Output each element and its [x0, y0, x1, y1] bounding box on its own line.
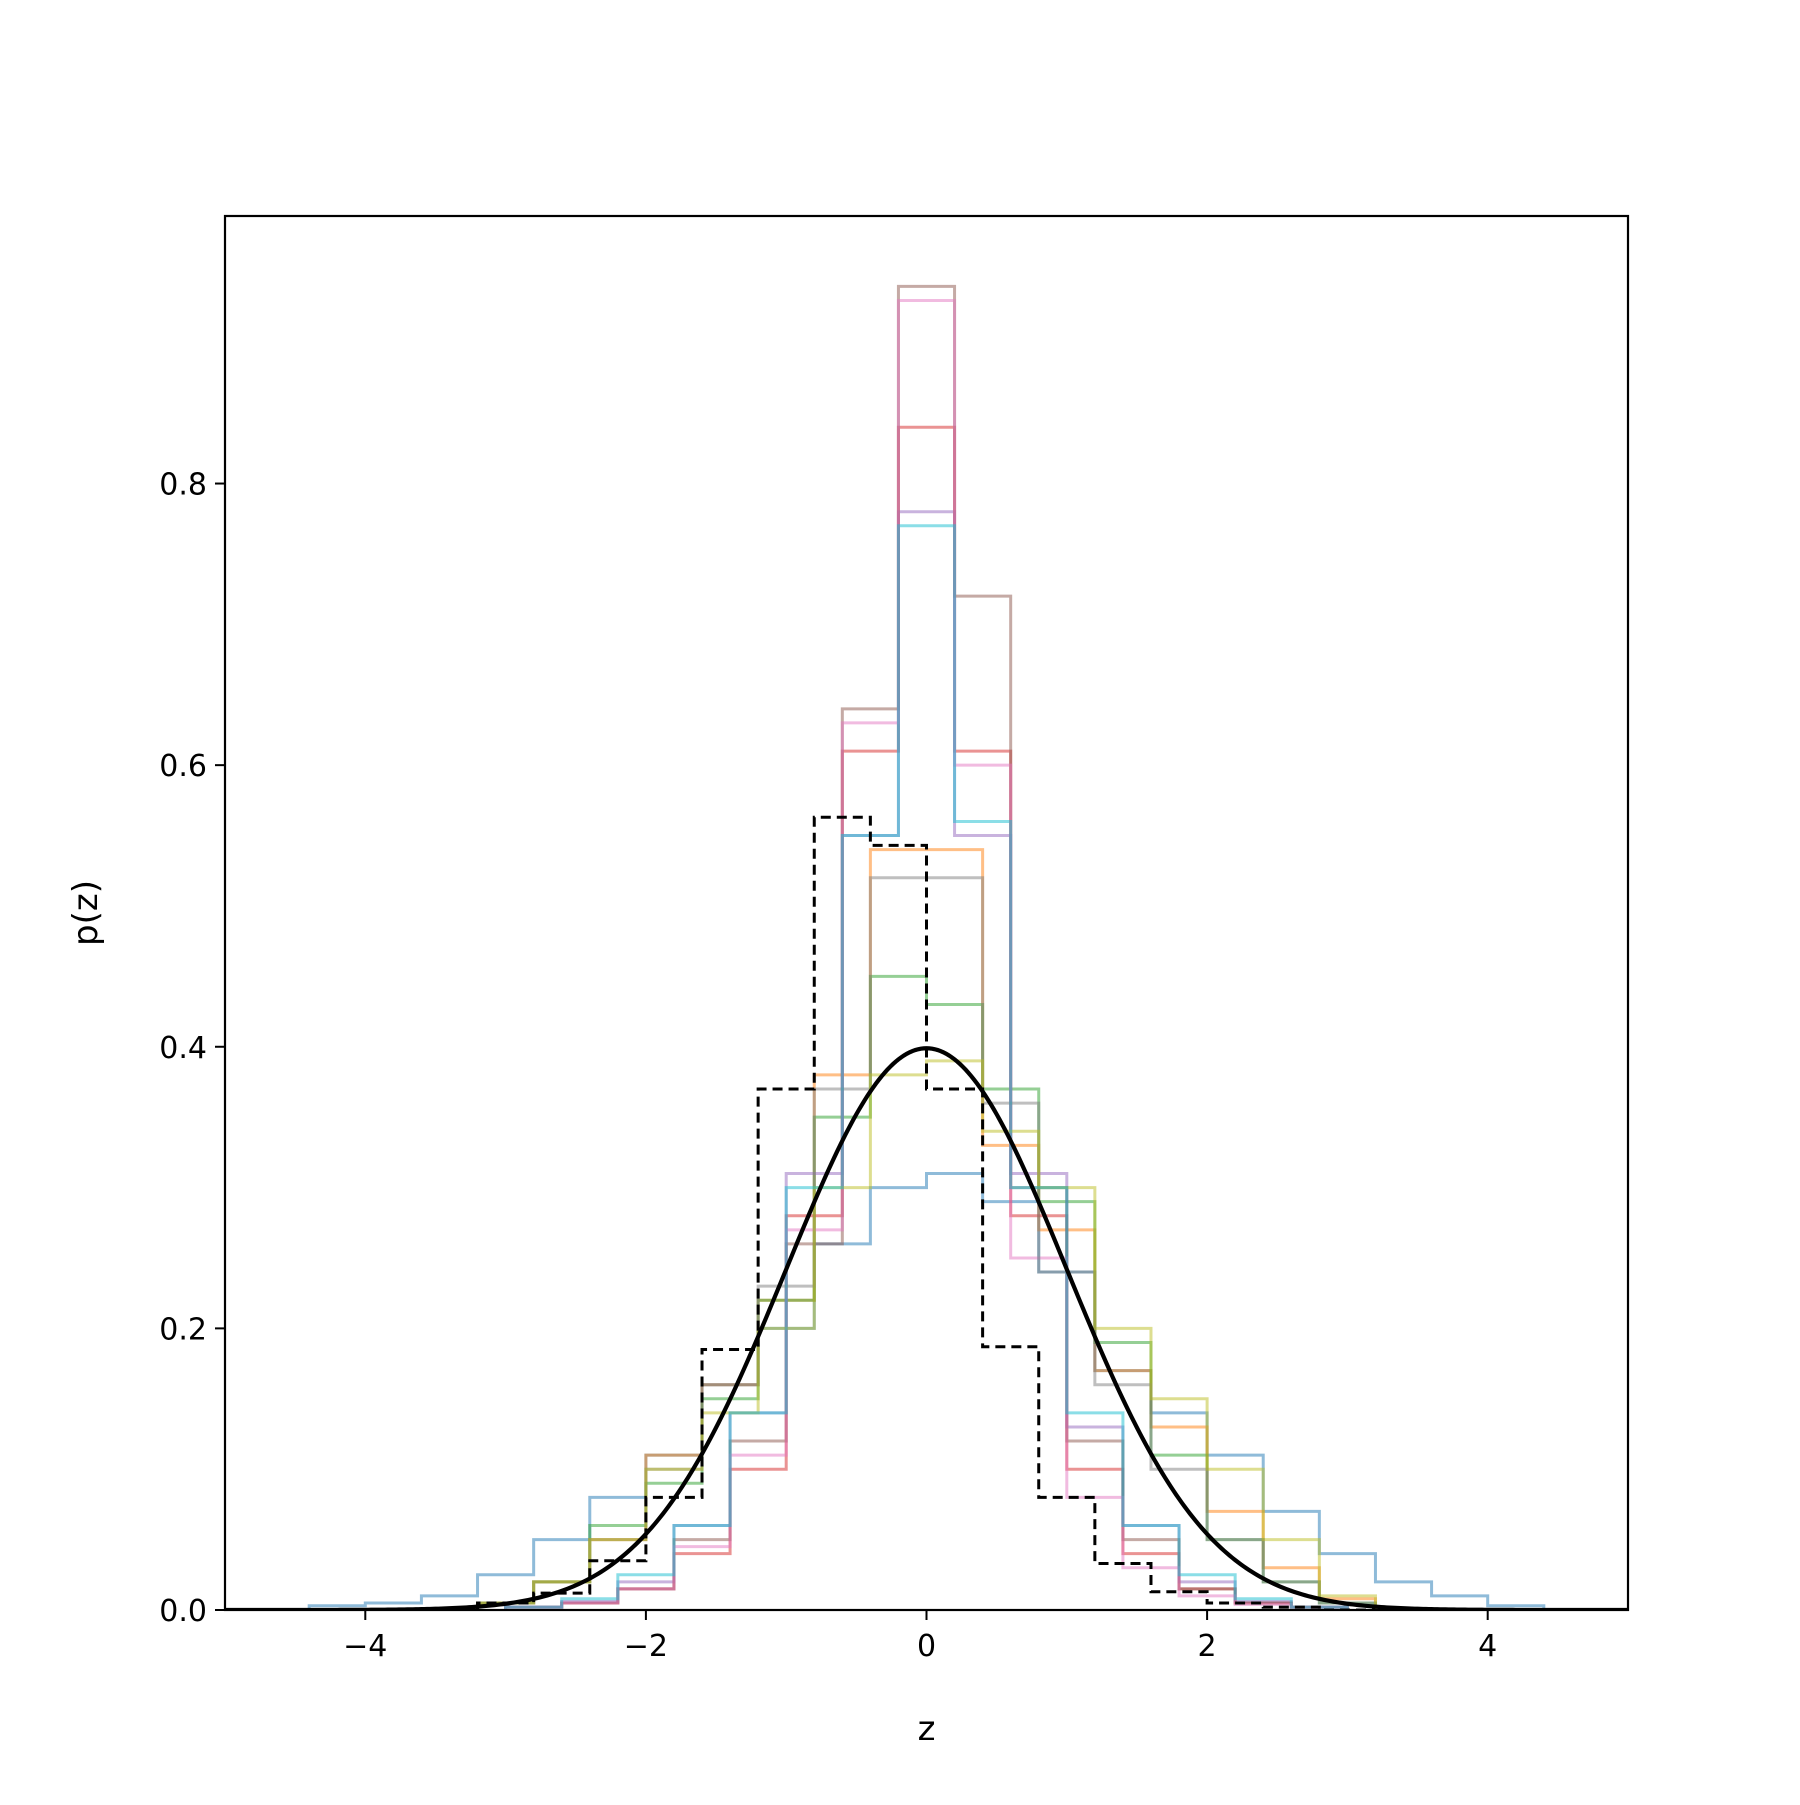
y-tick-label: 0.4: [159, 1031, 207, 1066]
histogram-series-7: [504, 298, 1349, 1610]
histogram-series-6: [504, 284, 1349, 1610]
x-axis: −4 −2 0 2 4: [343, 1610, 1497, 1664]
y-axis: 0.0 0.2 0.4 0.6 0.8: [159, 468, 225, 1629]
histogram-series-9: [476, 1059, 1377, 1610]
x-tick-label: −4: [343, 1629, 387, 1664]
normal-pdf-curve: [225, 1046, 1628, 1610]
y-tick-label: 0.2: [159, 1312, 207, 1347]
y-tick-label: 0.8: [159, 468, 207, 503]
x-tick-label: −2: [624, 1629, 668, 1664]
dashed-histogram: [476, 815, 1376, 1610]
histogram-series-1: [253, 1171, 1600, 1610]
y-axis-label: p(z): [66, 880, 106, 946]
x-tick-label: 2: [1198, 1629, 1217, 1664]
histogram-series-10: [504, 524, 1349, 1610]
y-tick-label: 0.0: [159, 1594, 207, 1629]
x-tick-label: 0: [917, 1629, 936, 1664]
x-tick-label: 4: [1478, 1629, 1497, 1664]
histogram-series-5: [504, 510, 1349, 1610]
y-tick-label: 0.6: [159, 749, 207, 784]
x-axis-label: z: [918, 1709, 936, 1749]
